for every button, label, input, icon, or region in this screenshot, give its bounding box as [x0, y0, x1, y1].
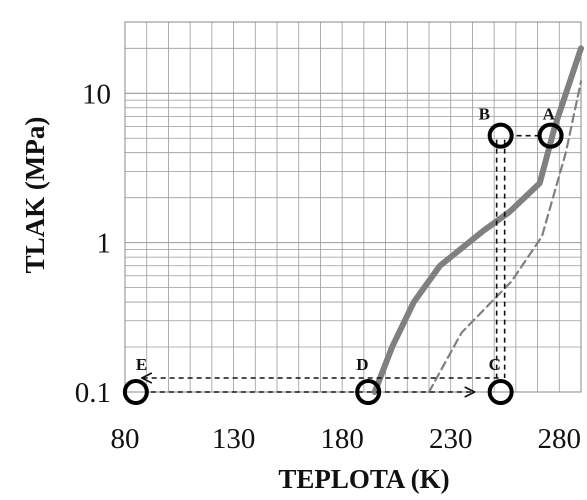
state-point-label: E	[136, 355, 147, 374]
state-point-label: D	[356, 355, 368, 374]
grid	[124, 21, 582, 393]
state-point-b	[487, 122, 514, 149]
series-line-dashed	[427, 80, 583, 394]
tick-labels: 80 130 180 230 280 0.1 1 10	[75, 78, 581, 455]
x-axis-title: TEPLOTA (K)	[278, 464, 449, 494]
state-point-c	[487, 379, 514, 405]
x-tick-label: 230	[429, 423, 473, 455]
state-point-label: B	[479, 105, 490, 124]
y-axis-title: TLAK (MPa)	[20, 117, 50, 274]
y-tick-label: 10	[82, 78, 111, 110]
y-tick-label: 1	[97, 228, 112, 260]
state-point-e	[122, 379, 149, 405]
state-point-d	[355, 379, 382, 405]
state-point-label: A	[543, 105, 556, 124]
x-tick-label: 130	[212, 423, 256, 455]
y-tick-label: 0.1	[75, 377, 111, 409]
process-lines	[142, 134, 540, 392]
state-point-label: C	[489, 355, 501, 374]
x-tick-label: 80	[111, 423, 140, 455]
state-points: A B C D E	[122, 105, 564, 405]
x-tick-label: 280	[538, 423, 582, 455]
x-tick-label: 180	[320, 423, 364, 455]
state-point-a	[537, 122, 564, 149]
